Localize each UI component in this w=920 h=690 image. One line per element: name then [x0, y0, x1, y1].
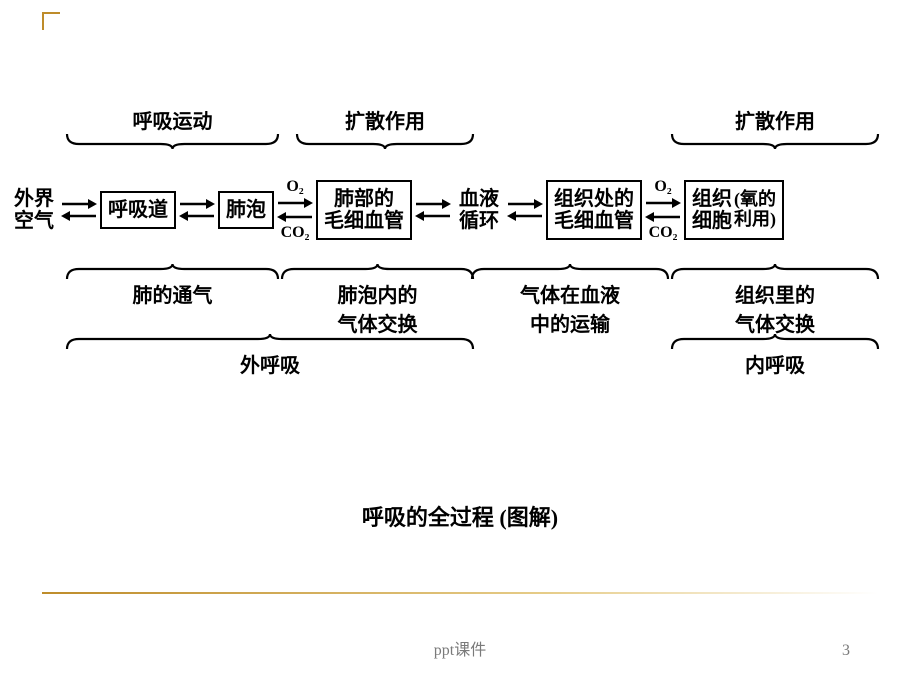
brace-label: 气体在血液 中的运输 — [470, 279, 670, 337]
arrow-bidir-4 — [504, 196, 546, 224]
node-alveoli: 肺泡 — [218, 191, 274, 229]
o2-label: O₂ — [654, 179, 671, 195]
top-brace: 扩散作用 — [295, 105, 475, 150]
brace-label: 肺泡内的 气体交换 — [280, 279, 475, 337]
brace-label: 外呼吸 — [65, 349, 475, 378]
arrow-gas-2: O₂ CO₂ — [642, 179, 684, 241]
bottom-brace-row-1: 肺的通气 肺泡内的 气体交换 气体在血液 中的运输 组织里的 气体交换 — [10, 263, 910, 333]
tissue-cell-paren: (氧的 利用) — [734, 190, 776, 230]
brace-label: 扩散作用 — [295, 105, 475, 134]
brace-label: 肺的通气 — [65, 279, 280, 308]
brace-label: 呼吸运动 — [65, 105, 280, 134]
arrow-right-icon — [644, 197, 682, 209]
flow-row: 外界 空气 呼吸道 肺泡 O₂ CO₂ 肺部的 毛细血管 血液 循环 — [10, 165, 910, 255]
arrow-left-icon — [276, 211, 314, 223]
top-brace: 扩散作用 — [670, 105, 880, 150]
footer-text: ppt课件 — [0, 636, 920, 660]
page-number: 3 — [842, 642, 850, 660]
node-tissue-capillary: 组织处的 毛细血管 — [546, 180, 642, 240]
bottom-brace-row-2: 外呼吸 内呼吸 — [10, 333, 910, 393]
bottom-brace: 组织里的 气体交换 — [670, 263, 880, 337]
arrow-gas-1: O₂ CO₂ — [274, 179, 316, 241]
bottom-brace-outer: 外呼吸 — [65, 333, 475, 378]
node-blood-circulation: 血液 循环 — [454, 188, 504, 232]
o2-label: O₂ — [286, 179, 303, 195]
arrow-right-icon — [276, 197, 314, 209]
arrow-bidir-2 — [176, 196, 218, 224]
bottom-brace: 气体在血液 中的运输 — [470, 263, 670, 337]
node-lung-capillary: 肺部的 毛细血管 — [316, 180, 412, 240]
brace-label: 扩散作用 — [670, 105, 880, 134]
respiration-diagram: 呼吸运动 扩散作用 扩散作用 外界 空气 呼吸道 肺泡 O₂ CO₂ 肺部的 毛… — [10, 105, 910, 393]
arrow-bidir-1 — [58, 196, 100, 224]
tissue-cell-label: 组织 细胞 — [692, 188, 732, 232]
bottom-brace: 肺的通气 — [65, 263, 280, 308]
node-tissue-cell: 组织 细胞 (氧的 利用) — [684, 180, 784, 240]
bottom-brace-outer: 内呼吸 — [670, 333, 880, 378]
co2-label: CO₂ — [649, 225, 678, 241]
divider-line — [42, 592, 878, 594]
top-brace: 呼吸运动 — [65, 105, 280, 150]
arrow-left-icon — [644, 211, 682, 223]
co2-label: CO₂ — [281, 225, 310, 241]
node-airway: 呼吸道 — [100, 191, 176, 229]
top-brace-row: 呼吸运动 扩散作用 扩散作用 — [10, 105, 910, 165]
bottom-brace: 肺泡内的 气体交换 — [280, 263, 475, 337]
brace-label: 内呼吸 — [670, 349, 880, 378]
node-external-air: 外界 空气 — [10, 188, 58, 232]
diagram-caption: 呼吸的全过程 (图解) — [0, 500, 920, 532]
corner-accent — [42, 12, 60, 30]
brace-label: 组织里的 气体交换 — [670, 279, 880, 337]
arrow-bidir-3 — [412, 196, 454, 224]
